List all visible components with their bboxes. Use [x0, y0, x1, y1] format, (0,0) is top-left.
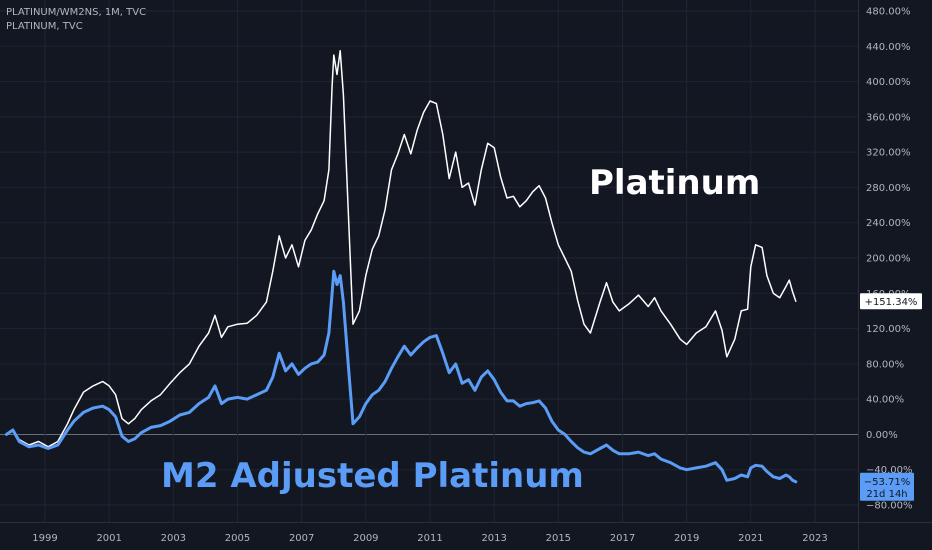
x-tick-label: 1999 — [32, 533, 57, 544]
x-tick-label: 2023 — [802, 533, 827, 544]
y-tick-label: 320.00% — [866, 148, 911, 159]
x-tick-label: 2003 — [161, 533, 186, 544]
m2-bar-countdown: 21d 14h — [866, 489, 907, 500]
y-tick-label: 280.00% — [866, 183, 911, 194]
y-tick-label: −40.00% — [866, 465, 913, 476]
x-tick-label: 2007 — [289, 533, 314, 544]
y-tick-label: 360.00% — [866, 112, 911, 123]
m2-last-value: −53.71% — [864, 477, 911, 488]
last-value-labels: +151.34% −53.71%21d 14h — [860, 293, 922, 501]
grid — [0, 0, 858, 522]
legend-main-symbol[interactable]: PLATINUM/WM2NS, 1M, TVC — [6, 7, 147, 18]
y-tick-label: 80.00% — [866, 359, 904, 370]
y-tick-label: 0.00% — [866, 430, 898, 441]
y-tick-label: 240.00% — [866, 218, 911, 229]
platinum-last-value-bg — [860, 293, 922, 310]
legend-compare-symbol[interactable]: PLATINUM, TVC — [6, 21, 83, 32]
y-tick-label: 40.00% — [866, 395, 904, 406]
x-tick-label: 2013 — [481, 533, 506, 544]
y-tick-label: 120.00% — [866, 324, 911, 335]
series-line-platinum — [5, 49, 797, 448]
platinum-annotation: Platinum — [589, 163, 761, 203]
x-tick-label: 2009 — [353, 533, 378, 544]
series-line-m2 — [5, 269, 798, 484]
m2-annotation: M2 Adjusted Platinum — [161, 456, 584, 496]
y-tick-label: 200.00% — [866, 254, 911, 265]
x-tick-label: 2019 — [674, 533, 699, 544]
x-tick-label: 2015 — [546, 533, 571, 544]
series-layer — [5, 49, 798, 484]
x-tick-label: 2021 — [738, 533, 763, 544]
m2-last-value-bg — [860, 472, 914, 501]
x-tick-label: 2017 — [610, 533, 635, 544]
x-tick-label: 2001 — [96, 533, 121, 544]
y-tick-label: 440.00% — [866, 42, 911, 53]
chart-legend: PLATINUM/WM2NS, 1M, TVC PLATINUM, TVC — [6, 6, 146, 34]
x-tick-label: 2005 — [225, 533, 250, 544]
x-tick-label: 2011 — [417, 533, 442, 544]
y-tick-label: −80.00% — [866, 501, 913, 512]
platinum-last-value: +151.34% — [865, 297, 918, 308]
y-tick-label: 400.00% — [866, 77, 911, 88]
y-tick-label: 480.00% — [866, 7, 911, 18]
